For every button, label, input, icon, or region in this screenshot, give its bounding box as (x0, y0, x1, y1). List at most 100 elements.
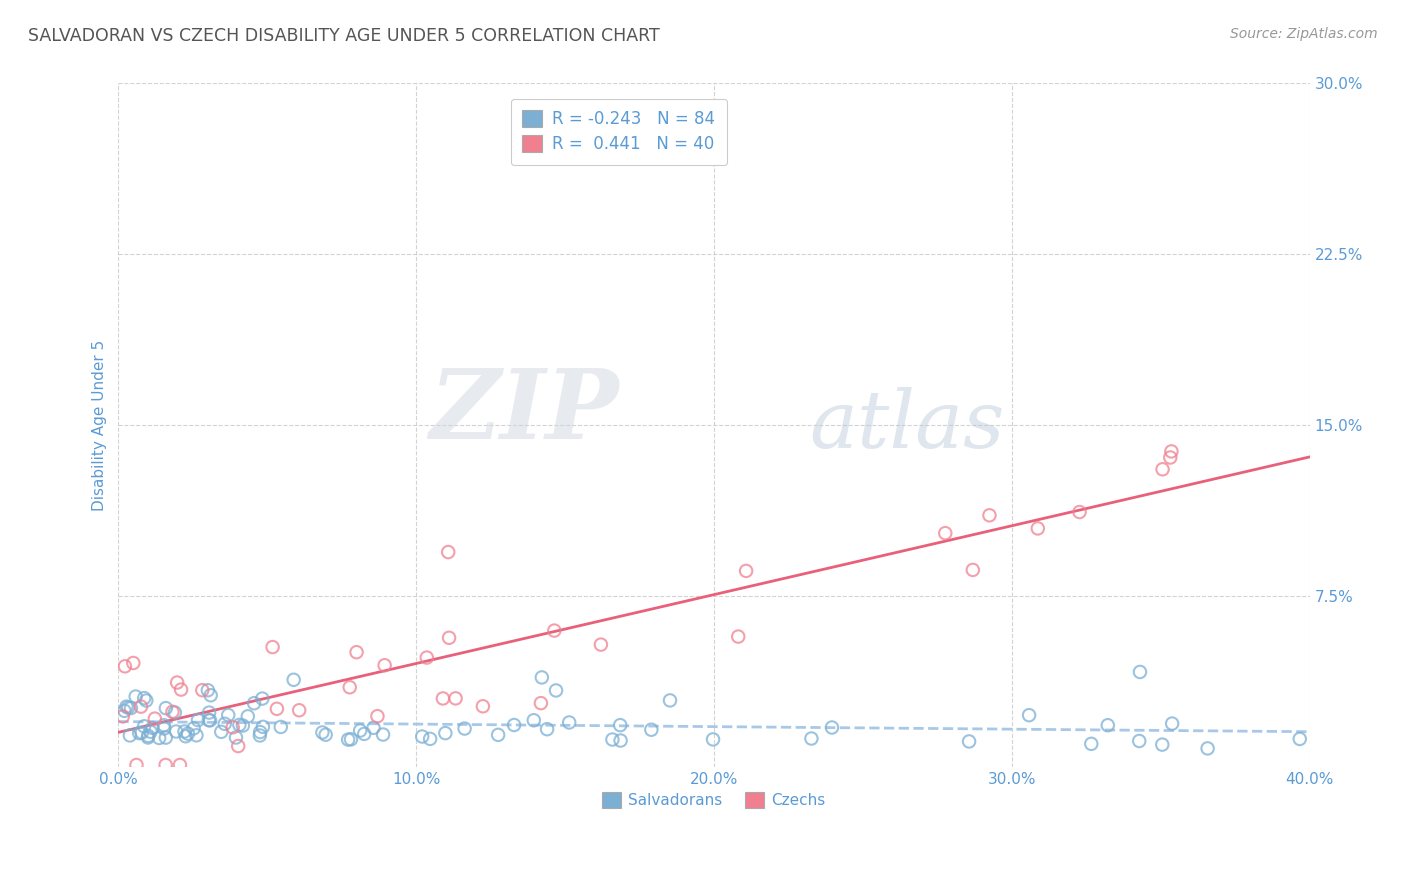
Point (197, 713, 219, 727)
Point (530, 670, 553, 684)
Legend: Salvadorans, Czechs: Salvadorans, Czechs (596, 786, 832, 814)
Point (226, 739, 249, 753)
Point (558, 715, 581, 730)
Point (177, 727, 200, 741)
Point (727, 630, 749, 644)
Point (225, 731, 247, 745)
Point (136, 731, 159, 745)
Point (934, 526, 956, 541)
Point (155, 701, 177, 715)
Point (129, 699, 152, 714)
Point (821, 721, 844, 735)
Point (222, 720, 245, 734)
Point (503, 718, 526, 732)
Point (120, 701, 142, 715)
Point (311, 725, 333, 739)
Point (163, 706, 186, 720)
Point (640, 723, 662, 737)
Point (134, 719, 156, 733)
Point (337, 732, 360, 747)
Point (115, 699, 138, 714)
Point (453, 722, 475, 736)
Point (288, 703, 311, 717)
Point (141, 721, 163, 735)
Point (252, 720, 274, 734)
Point (173, 724, 195, 739)
Point (111, 709, 134, 723)
Point (735, 564, 758, 578)
Point (236, 709, 259, 723)
Text: ZIP: ZIP (429, 365, 619, 458)
Point (148, 731, 170, 745)
Point (589, 638, 612, 652)
Point (1288, 731, 1310, 746)
Point (243, 696, 266, 710)
Point (183, 722, 205, 736)
Point (112, 704, 135, 718)
Point (198, 714, 221, 728)
Point (979, 508, 1001, 523)
Point (191, 683, 214, 698)
Point (135, 693, 157, 707)
Point (1026, 521, 1049, 535)
Point (371, 727, 394, 741)
Point (165, 724, 187, 739)
Point (1160, 444, 1182, 458)
Point (957, 734, 980, 748)
Point (143, 712, 166, 726)
Point (536, 722, 558, 736)
Point (232, 718, 254, 732)
Point (1129, 665, 1152, 679)
Point (374, 658, 396, 673)
Point (228, 718, 250, 732)
Point (197, 683, 219, 698)
Point (118, 728, 141, 742)
Point (217, 708, 239, 723)
Point (266, 702, 288, 716)
Point (174, 729, 197, 743)
Point (486, 728, 509, 742)
Text: Source: ZipAtlas.com: Source: ZipAtlas.com (1230, 27, 1378, 41)
Point (702, 732, 724, 747)
Point (186, 728, 208, 742)
Point (170, 682, 193, 697)
Point (252, 691, 274, 706)
Point (187, 713, 209, 727)
Point (131, 725, 153, 739)
Point (434, 726, 457, 740)
Point (1069, 505, 1091, 519)
Point (153, 718, 176, 732)
Point (162, 705, 184, 719)
Point (1080, 737, 1102, 751)
Point (114, 659, 136, 673)
Point (315, 728, 337, 742)
Text: SALVADORAN VS CZECH DISABILITY AGE UNDER 5 CORRELATION CHART: SALVADORAN VS CZECH DISABILITY AGE UNDER… (28, 27, 659, 45)
Point (169, 758, 191, 772)
Point (1097, 718, 1119, 732)
Point (117, 700, 139, 714)
Point (270, 720, 292, 734)
Point (214, 716, 236, 731)
Point (471, 699, 494, 714)
Point (609, 718, 631, 732)
Point (166, 675, 188, 690)
Point (411, 730, 433, 744)
Point (122, 656, 145, 670)
Point (437, 631, 460, 645)
Point (262, 640, 284, 654)
Point (283, 673, 305, 687)
Point (1152, 462, 1174, 476)
Point (1128, 734, 1150, 748)
Point (659, 693, 682, 707)
Y-axis label: Disability Age Under 5: Disability Age Under 5 (93, 340, 107, 511)
Point (339, 680, 361, 694)
Point (139, 724, 162, 739)
Point (1159, 450, 1181, 465)
Point (419, 731, 441, 746)
Point (1161, 716, 1184, 731)
Point (363, 721, 385, 735)
Point (125, 758, 148, 772)
Point (437, 545, 460, 559)
Point (155, 731, 177, 745)
Point (1197, 741, 1219, 756)
